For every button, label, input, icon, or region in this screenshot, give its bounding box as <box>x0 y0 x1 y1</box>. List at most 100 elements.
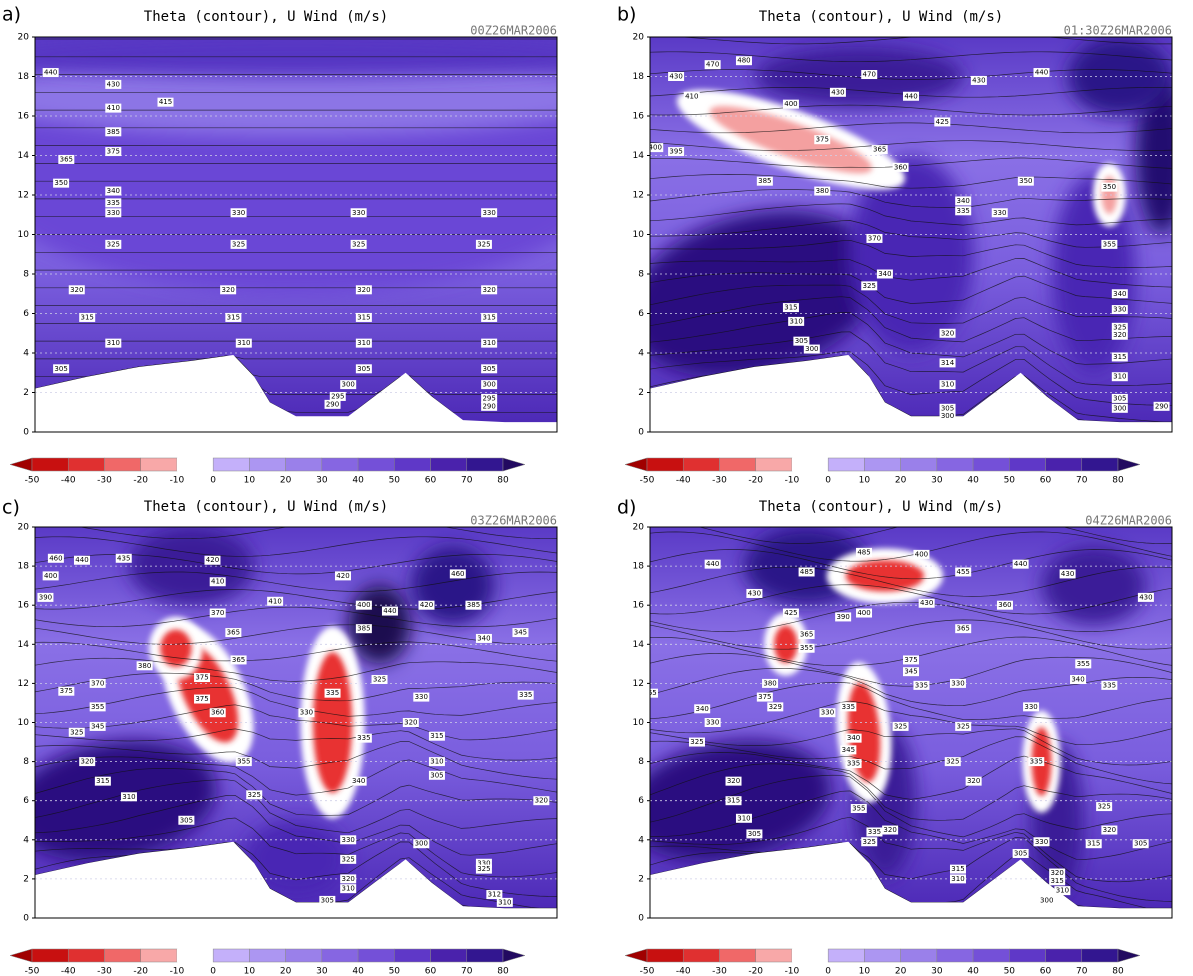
contour-label: 325 <box>477 865 490 873</box>
contour-label: 430 <box>107 80 120 88</box>
contour-label: 335 <box>847 760 860 768</box>
contour-label-box <box>481 380 498 390</box>
contour-line <box>650 619 1172 650</box>
contour-label: 325 <box>248 791 261 799</box>
contour-label: 430 <box>920 599 933 607</box>
contour-label-box <box>428 731 445 741</box>
colorbar-box <box>285 457 323 472</box>
contour-label: 300 <box>342 381 355 389</box>
contour-label-box <box>725 796 742 806</box>
contour-label-box <box>235 338 252 348</box>
contour-label-box <box>371 674 388 684</box>
colorbar-box <box>67 948 105 963</box>
contour-line <box>35 657 557 682</box>
contour-label: 425 <box>784 609 797 617</box>
shading <box>1067 37 1172 116</box>
colorbar-box <box>176 949 214 962</box>
contour-label: 355 <box>1103 240 1116 248</box>
contour-label-box <box>704 718 721 727</box>
colorbar-box <box>31 457 69 472</box>
contour-label: 325 <box>957 722 970 730</box>
contour-label-box <box>449 569 466 579</box>
contour-label: 325 <box>863 282 876 290</box>
y-tick-label: 16 <box>633 601 645 611</box>
timestamp: 04Z26MAR2006 <box>1085 514 1172 528</box>
colorbar-box <box>212 457 250 472</box>
colorbar-tick-label: 60 <box>425 967 437 976</box>
contour-label-box <box>481 364 498 374</box>
y-tick-label: 8 <box>638 757 644 767</box>
colorbar-box <box>1045 457 1083 472</box>
contour-label-box <box>1111 372 1128 382</box>
colorbar-box <box>1009 948 1046 963</box>
colorbar-tick-label: -30 <box>712 967 727 976</box>
contour-label-box <box>178 815 195 825</box>
chart-title: Theta (contour), U Wind (m/s) <box>759 499 1003 515</box>
contour-label: 320 <box>1113 331 1126 339</box>
contour-label: 325 <box>107 240 120 248</box>
contour-label-box <box>157 97 174 107</box>
y-tick-label: 12 <box>18 679 29 689</box>
contour-label-box <box>230 239 247 249</box>
contour-label-box <box>230 208 247 218</box>
contour-label-box <box>53 178 70 188</box>
contour-label: 370 <box>211 609 224 617</box>
contour-label: 325 <box>690 738 703 746</box>
contour-label: 320 <box>482 286 495 294</box>
contour-label: 400 <box>44 572 57 580</box>
colorbar-tick-label: 40 <box>352 967 364 976</box>
contour-label: 335 <box>842 703 855 711</box>
timestamp: 01:30Z26MAR2006 <box>1064 24 1172 38</box>
contour-label: 300 <box>1040 896 1053 904</box>
contour-label-box <box>105 186 122 196</box>
contour-label-box <box>856 547 873 557</box>
contour-label: 314 <box>941 359 955 367</box>
chart-title: Theta (contour), U Wind (m/s) <box>759 9 1003 25</box>
contour-label: 330 <box>342 836 355 844</box>
contour-line <box>650 122 1172 134</box>
contour-label-box <box>475 633 492 643</box>
plot-area: 430 470 480 410 400 430 470 440 430 440 425 375 365 3… <box>650 37 1172 432</box>
contour-label-box <box>850 804 867 814</box>
contour-label: 320 <box>81 758 94 766</box>
colorbar-arrow <box>502 457 526 472</box>
colorbar-box <box>249 457 286 472</box>
contour-label-box <box>1012 848 1029 858</box>
colorbar-tick-label: 70 <box>461 476 473 486</box>
contour-line <box>650 104 1172 116</box>
colorbar-tick-label: 20 <box>895 967 907 976</box>
contour-label-box <box>1111 322 1128 332</box>
contour-label: 420 <box>336 572 349 580</box>
contour-label-box <box>1033 837 1050 847</box>
colorbar-box <box>646 948 684 963</box>
contour-label: 460 <box>451 570 464 578</box>
contour-label: 305 <box>482 365 495 373</box>
contour-label-box <box>73 555 90 565</box>
contour-label-box <box>735 813 752 823</box>
contour-label-box <box>856 608 873 618</box>
contour-line <box>650 682 1172 720</box>
colorbar-tick-label: -30 <box>97 476 112 486</box>
colorbar-box <box>791 458 829 471</box>
contour-label-box <box>1059 569 1076 579</box>
colorbar-tick-label: -40 <box>676 476 691 486</box>
colorbar-tick-label: 80 <box>497 967 509 976</box>
colorbar-tick-label: 50 <box>1004 967 1016 976</box>
contour-label: 350 <box>1019 177 1032 185</box>
contour-label-box <box>1023 702 1040 712</box>
contour-label: 400 <box>857 609 870 617</box>
contour-label-box <box>324 399 341 409</box>
contour-label-box <box>475 858 492 868</box>
contour-label-box <box>762 678 779 688</box>
y-tick-label: 12 <box>633 679 644 689</box>
contour-line <box>35 606 557 628</box>
contour-label-box <box>913 680 930 690</box>
jet-core <box>312 652 353 793</box>
contour-line <box>650 531 1172 562</box>
contour-label-box <box>1111 393 1128 403</box>
contour-label: 400 <box>357 601 370 609</box>
contour-label-box <box>704 60 721 70</box>
y-tick-label: 12 <box>633 191 644 201</box>
y-tick-label: 16 <box>18 112 30 122</box>
